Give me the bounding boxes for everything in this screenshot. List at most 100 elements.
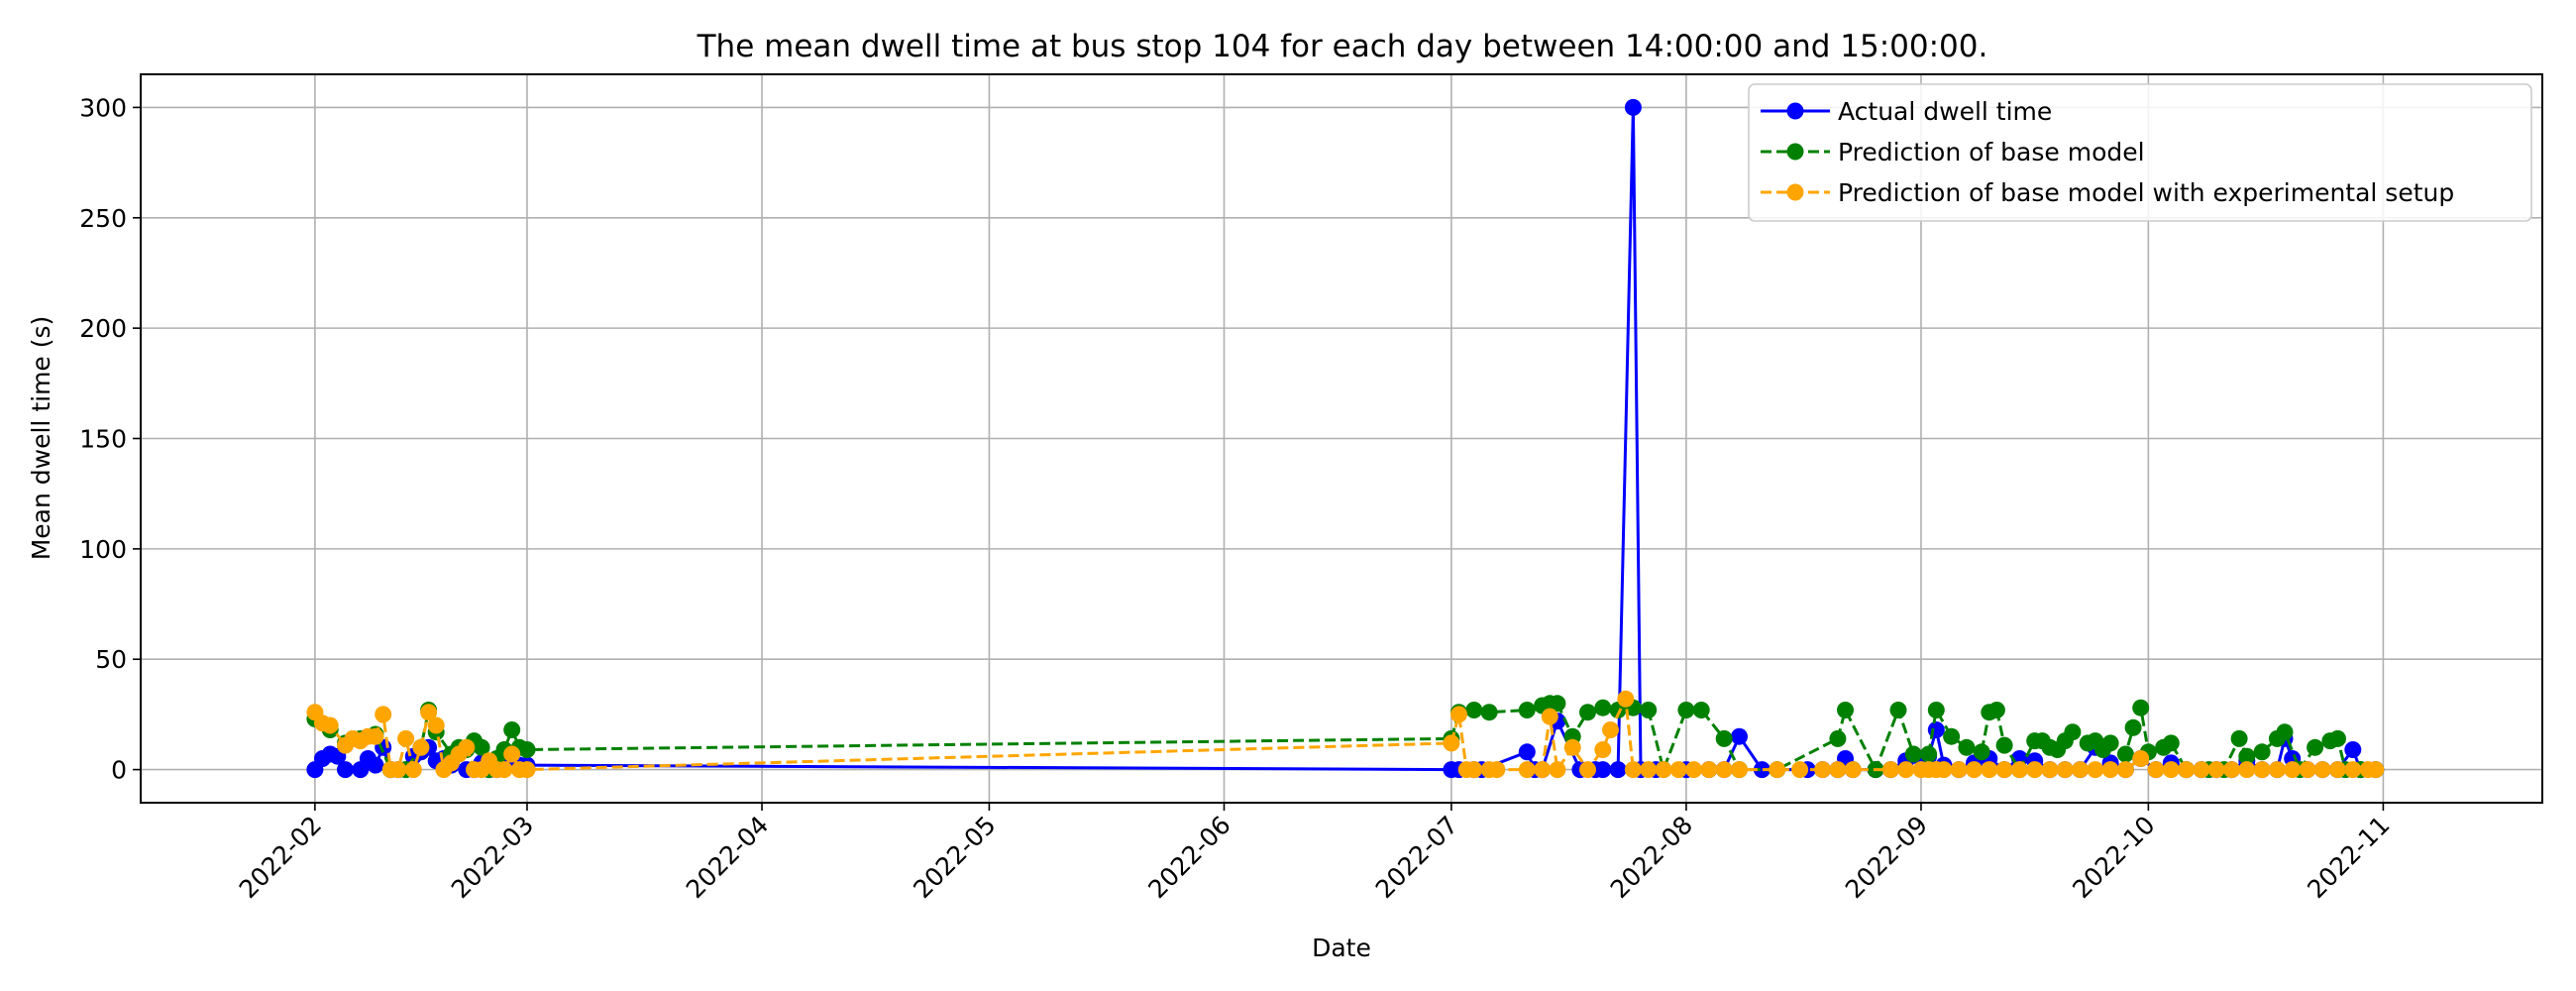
- data-point: [389, 761, 407, 779]
- data-point: [2307, 738, 2324, 756]
- data-point: [1594, 761, 1612, 779]
- x-tick-label: 2022-08: [1605, 811, 1698, 904]
- data-point: [2064, 723, 2082, 741]
- y-tick-label: 100: [79, 535, 127, 564]
- series-layer: [306, 98, 2385, 779]
- data-point: [1655, 761, 1672, 779]
- data-point: [1958, 738, 1976, 756]
- legend-label: Prediction of base model with experiment…: [1838, 178, 2454, 207]
- data-point: [473, 738, 490, 756]
- data-point: [1897, 761, 1915, 779]
- data-point: [1769, 761, 1786, 779]
- data-point: [397, 729, 415, 747]
- data-point: [2253, 761, 2271, 779]
- data-point: [1549, 761, 1566, 779]
- legend: Actual dwell time Prediction of base mode…: [1748, 83, 2532, 222]
- data-point: [1677, 702, 1695, 718]
- data-point: [1950, 761, 1968, 779]
- data-point: [503, 721, 521, 738]
- data-point: [427, 716, 445, 734]
- data-point: [412, 738, 430, 756]
- data-point: [2178, 761, 2196, 779]
- data-point: [367, 727, 384, 745]
- x-tick-label: 2022-06: [1142, 811, 1235, 904]
- data-point: [1669, 761, 1687, 779]
- y-tick-label: 300: [79, 93, 127, 122]
- data-point: [1594, 699, 1612, 716]
- y-axis-label: Mean dwell time (s): [27, 316, 55, 561]
- data-point: [2207, 761, 2225, 779]
- x-tick-label: 2022-04: [681, 811, 774, 904]
- legend-marker: [1786, 102, 1804, 120]
- data-point: [2276, 723, 2294, 741]
- data-point: [2101, 761, 2119, 779]
- y-tick-label: 200: [79, 314, 127, 343]
- data-point: [2238, 761, 2256, 779]
- data-point: [1541, 708, 1558, 725]
- data-point: [1995, 761, 2013, 779]
- data-point: [1987, 702, 2005, 718]
- data-point: [1904, 745, 1922, 763]
- data-point: [1685, 761, 1703, 779]
- series-3: [306, 690, 2385, 779]
- data-point: [518, 741, 536, 758]
- data-point: [1465, 761, 1483, 779]
- y-tick-label: 250: [79, 204, 127, 233]
- data-point: [1700, 761, 1718, 779]
- data-point: [2284, 761, 2302, 779]
- data-point: [2056, 761, 2074, 779]
- data-point: [321, 716, 339, 734]
- data-point: [367, 756, 384, 774]
- data-point: [2230, 729, 2248, 747]
- data-point: [2313, 761, 2331, 779]
- data-point: [458, 738, 476, 756]
- data-point: [2162, 734, 2180, 752]
- data-point: [1624, 98, 1642, 116]
- data-point: [2101, 734, 2119, 752]
- data-point: [1814, 761, 1832, 779]
- data-point: [1837, 702, 1854, 718]
- data-point: [1935, 761, 1953, 779]
- data-point: [2299, 761, 2316, 779]
- data-point: [404, 761, 422, 779]
- data-point: [2238, 747, 2256, 765]
- data-point: [1579, 704, 1596, 721]
- data-point: [2010, 761, 2028, 779]
- data-point: [2223, 761, 2240, 779]
- y-tick-label: 0: [111, 756, 127, 785]
- x-tick-label: 2022-10: [2067, 811, 2160, 904]
- data-point: [1715, 729, 1733, 747]
- data-point: [2026, 761, 2044, 779]
- data-point: [1465, 702, 1483, 718]
- data-point: [518, 761, 536, 779]
- data-point: [1534, 761, 1552, 779]
- data-point: [2072, 761, 2090, 779]
- data-point: [2193, 761, 2210, 779]
- data-point: [2344, 761, 2362, 779]
- data-point: [2116, 761, 2134, 779]
- data-point: [2268, 761, 2286, 779]
- data-point: [2087, 761, 2104, 779]
- data-point: [1981, 761, 1998, 779]
- data-point: [1480, 704, 1498, 721]
- x-tick-label: 2022-05: [908, 811, 1001, 904]
- data-point: [1943, 727, 1961, 745]
- data-point: [1602, 721, 1619, 738]
- data-point: [495, 761, 513, 779]
- legend-box: [1748, 83, 2532, 222]
- data-point: [1518, 743, 1536, 761]
- legend-label: Actual dwell time: [1838, 97, 2052, 126]
- y-tick-label: 150: [79, 425, 127, 454]
- data-point: [1715, 761, 1733, 779]
- data-point: [1692, 702, 1710, 718]
- data-point: [1844, 761, 1862, 779]
- data-point: [1995, 736, 2013, 754]
- data-point: [1579, 761, 1596, 779]
- data-point: [1617, 690, 1635, 708]
- data-point: [1829, 761, 1847, 779]
- legend-marker: [1786, 143, 1804, 161]
- data-point: [2367, 761, 2385, 779]
- data-point: [2124, 718, 2142, 736]
- data-point: [1624, 761, 1642, 779]
- data-point: [1829, 729, 1847, 747]
